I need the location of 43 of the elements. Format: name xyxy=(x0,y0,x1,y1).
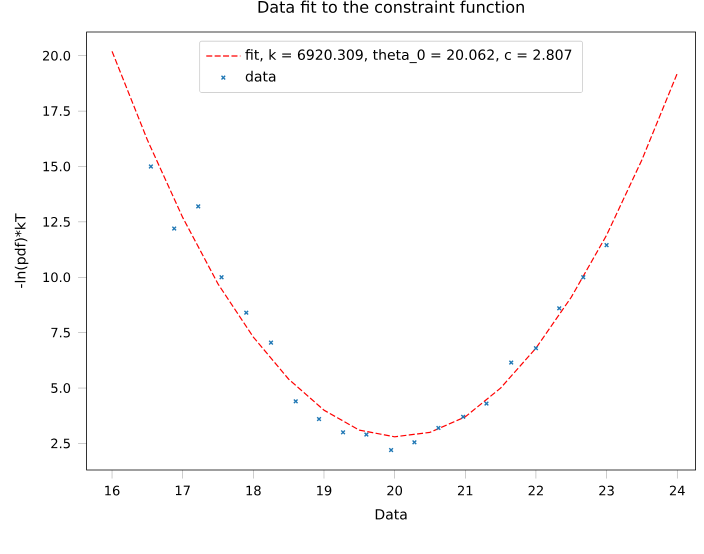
x-tick-label: 18 xyxy=(246,486,261,496)
x-tick-label: 20 xyxy=(387,486,402,496)
point xyxy=(340,430,346,435)
point xyxy=(436,425,441,430)
legend-label: data xyxy=(246,70,276,82)
y-tick-label: 5.0 xyxy=(51,383,70,393)
y-tick-label: 2.5 xyxy=(51,438,70,448)
line-series xyxy=(111,50,678,438)
point xyxy=(293,398,298,404)
x-tick-label: 23 xyxy=(599,486,614,496)
x-axis-title: Data xyxy=(376,509,407,520)
legend-label: fit, k = 6920.309, theta_0 = 20.062, c = 2.807 xyxy=(245,49,572,64)
x-tick-label: 22 xyxy=(528,486,543,496)
y-tick-label: 15.0 xyxy=(43,162,70,172)
point xyxy=(412,440,417,445)
point xyxy=(316,416,322,422)
x-tick-label: 16 xyxy=(105,486,120,496)
point xyxy=(580,274,586,280)
point xyxy=(196,204,201,209)
point xyxy=(388,448,394,453)
point xyxy=(172,226,177,232)
point xyxy=(533,346,538,351)
x-tick-label: 17 xyxy=(176,486,190,496)
x-tick-label: 19 xyxy=(317,486,332,496)
point xyxy=(508,360,514,366)
y-tick-label: 17.5 xyxy=(43,106,70,116)
point xyxy=(244,310,249,316)
y-tick-label: 7.5 xyxy=(51,328,70,338)
chart-title: Data fit to the constraint function xyxy=(258,0,524,13)
point xyxy=(556,306,562,311)
y-axis-title: -ln(pdf)*kT xyxy=(14,213,28,288)
point xyxy=(148,164,154,170)
point xyxy=(484,401,490,406)
point xyxy=(604,242,610,248)
point xyxy=(219,274,224,280)
y-tick-label: 12.5 xyxy=(43,216,70,227)
y-tick-label: 20.0 xyxy=(42,50,70,61)
x-tick-label: 24 xyxy=(670,486,685,496)
x-tick-label: 21 xyxy=(458,486,472,496)
point xyxy=(460,414,466,420)
point xyxy=(268,340,274,346)
y-tick-label: 10.0 xyxy=(43,272,70,282)
point xyxy=(364,432,369,438)
